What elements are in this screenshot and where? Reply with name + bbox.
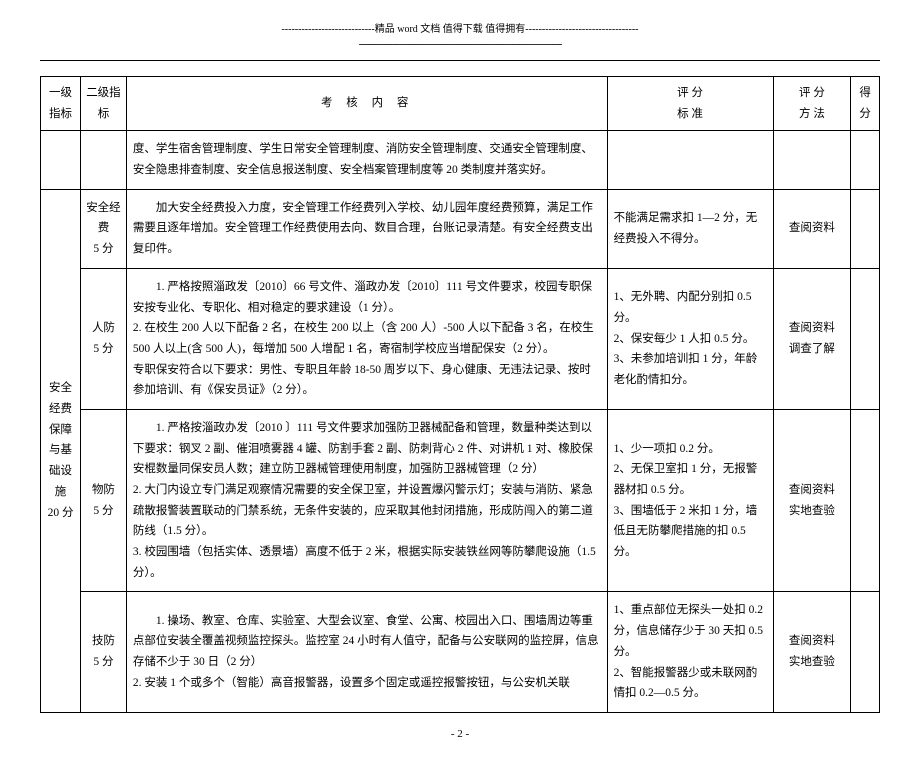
standard-cell: 1、重点部位无探头一处扣 0.2 分，信息储存少于 30 天扣 0.5 分。 2… xyxy=(607,592,773,712)
content-cell: 1. 严格按照淄政发〔2010〕66 号文件、淄政办发〔2010〕111 号文件… xyxy=(126,268,607,409)
header-level2: 二级指标 xyxy=(81,77,127,131)
level2-cell: 安全经费 5 分 xyxy=(81,189,127,268)
table-row: 人防 5 分 1. 严格按照淄政发〔2010〕66 号文件、淄政办发〔2010〕… xyxy=(41,268,880,409)
table-row: 技防 5 分 1. 操场、教室、仓库、实验室、大型会议室、食堂、公寓、校园出入口… xyxy=(41,592,880,712)
level1-cell-empty xyxy=(41,131,81,189)
score-cell xyxy=(851,268,880,409)
content-cell: 1. 操场、教室、仓库、实验室、大型会议室、食堂、公寓、校园出入口、围墙周边等重… xyxy=(126,592,607,712)
table-row: 度、学生宿舍管理制度、学生日常安全管理制度、消防安全管理制度、交通安全管理制度、… xyxy=(41,131,880,189)
standard-cell: 1、无外聘、内配分别扣 0.5 分。 2、保安每少 1 人扣 0.5 分。 3、… xyxy=(607,268,773,409)
table-row: 物防 5 分 1. 严格按淄政办发〔2010 〕111 号文件要求加强防卫器械配… xyxy=(41,409,880,592)
content-cell: 1. 严格按淄政办发〔2010 〕111 号文件要求加强防卫器械配备和管理，数量… xyxy=(126,409,607,592)
method-cell: 查阅资料 实地查验 xyxy=(773,592,851,712)
divider-line xyxy=(40,60,880,61)
method-cell: 查阅资料 实地查验 xyxy=(773,409,851,592)
score-cell xyxy=(851,409,880,592)
level2-cell: 人防 5 分 xyxy=(81,268,127,409)
level2-cell-empty xyxy=(81,131,127,189)
header-method: 评 分 方 法 xyxy=(773,77,851,131)
table-row: 安全经费保障与基础设施 20 分 安全经费 5 分 加大安全经费投入力度，安全管… xyxy=(41,189,880,268)
header-level1: 一级指标 xyxy=(41,77,81,131)
assessment-table: 一级指标 二级指标 考核内容 评 分 标 准 评 分 方 法 得分 度、学生宿舍… xyxy=(40,76,880,713)
header-standard: 评 分 标 准 xyxy=(607,77,773,131)
score-cell xyxy=(851,189,880,268)
header-underline: ----------------------------------------… xyxy=(40,39,880,50)
standard-cell-empty xyxy=(607,131,773,189)
method-cell: 查阅资料 xyxy=(773,189,851,268)
header-score: 得分 xyxy=(851,77,880,131)
standard-cell: 1、少一项扣 0.2 分。 2、无保卫室扣 1 分，无报警器材扣 0.5 分。 … xyxy=(607,409,773,592)
content-cell: 加大安全经费投入力度，安全管理工作经费列入学校、幼儿园年度经费预算，满足工作需要… xyxy=(126,189,607,268)
score-cell-empty xyxy=(851,131,880,189)
content-cell: 度、学生宿舍管理制度、学生日常安全管理制度、消防安全管理制度、交通安全管理制度、… xyxy=(126,131,607,189)
page-footer: - 2 - xyxy=(40,728,880,740)
header-content: 考核内容 xyxy=(126,77,607,131)
header-decoration: ----------------------------精品 word 文档 值… xyxy=(40,20,880,35)
score-cell xyxy=(851,592,880,712)
level2-cell: 技防 5 分 xyxy=(81,592,127,712)
level1-cell: 安全经费保障与基础设施 20 分 xyxy=(41,189,81,712)
method-cell: 查阅资料 调查了解 xyxy=(773,268,851,409)
table-header-row: 一级指标 二级指标 考核内容 评 分 标 准 评 分 方 法 得分 xyxy=(41,77,880,131)
standard-cell: 不能满足需求扣 1—2 分，无经费投入不得分。 xyxy=(607,189,773,268)
level2-cell: 物防 5 分 xyxy=(81,409,127,592)
method-cell-empty xyxy=(773,131,851,189)
